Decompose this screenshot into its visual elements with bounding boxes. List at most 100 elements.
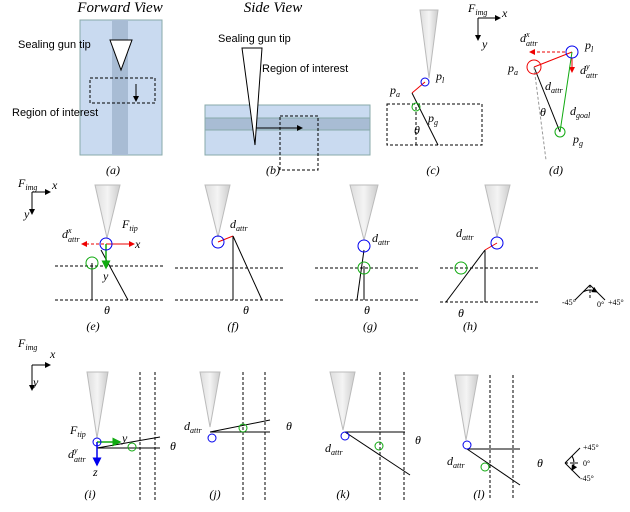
- label: θ: [170, 439, 176, 453]
- label-sub: attr: [331, 448, 343, 457]
- label: dgoal: [570, 104, 591, 120]
- labels: Forward View Sealing gun tip Region of int…: [12, 0, 624, 501]
- label: (h): [463, 319, 477, 333]
- label: y: [481, 37, 488, 51]
- label-sup: x: [525, 30, 530, 39]
- label-sub: a: [396, 90, 400, 99]
- label: +45°: [608, 298, 624, 307]
- label: dy attr: [580, 62, 598, 80]
- label: Region of interest: [262, 63, 348, 75]
- label-sup: x: [67, 226, 72, 235]
- label-base: d: [184, 419, 191, 433]
- label-base: F: [69, 423, 78, 437]
- shapes: [29, 9, 606, 500]
- label-base: p: [435, 69, 442, 83]
- label: 0°: [583, 459, 590, 468]
- label: y: [23, 207, 30, 221]
- label-base: d: [230, 217, 237, 231]
- label-sup: y: [585, 62, 590, 71]
- label: Forward View: [76, 0, 162, 16]
- label: (e): [86, 319, 99, 333]
- label: dattr: [545, 79, 563, 95]
- label-sub: img: [475, 8, 487, 17]
- label: x: [501, 6, 508, 20]
- label: (a): [106, 163, 120, 177]
- label: Fimg: [17, 176, 37, 192]
- label-base: F: [121, 217, 130, 231]
- label: dattr: [447, 454, 465, 470]
- label: dattr: [325, 441, 343, 457]
- label-sub: attr: [190, 426, 202, 435]
- label: y: [102, 269, 109, 283]
- label: θ: [243, 303, 249, 317]
- label-sub: img: [25, 183, 37, 192]
- label: 0°: [597, 300, 604, 309]
- label-sub: tip: [77, 430, 85, 439]
- label-sub: g: [434, 118, 438, 127]
- label: dx attr: [520, 30, 538, 48]
- label: Ftip: [121, 217, 138, 233]
- label: (f): [227, 319, 238, 333]
- label-sub: img: [25, 343, 37, 352]
- label: +45°: [583, 443, 599, 452]
- label: θ: [364, 303, 370, 317]
- label-base: d: [570, 104, 577, 118]
- label-base: F: [467, 1, 476, 15]
- label: Fimg: [467, 1, 487, 17]
- label-base: p: [584, 38, 591, 52]
- label: Ftip: [69, 423, 86, 439]
- label-sub: attr: [586, 71, 598, 80]
- label: Sealing gun tip: [18, 39, 91, 51]
- label: (l): [473, 487, 484, 501]
- label: Fimg: [17, 336, 37, 352]
- label: θ: [414, 123, 420, 137]
- label: x: [134, 237, 141, 251]
- label-base: d: [447, 454, 454, 468]
- label-sub: attr: [551, 86, 563, 95]
- label: (j): [209, 487, 220, 501]
- label: dattr: [372, 231, 390, 247]
- label: z: [92, 465, 98, 479]
- label: (b): [266, 163, 280, 177]
- label-base: d: [580, 63, 587, 77]
- label: Sealing gun tip: [218, 33, 291, 45]
- label-base: d: [520, 31, 527, 45]
- label: (c): [426, 163, 439, 177]
- label-sub: l: [591, 45, 594, 54]
- label-sub: l: [442, 76, 445, 85]
- label-base: d: [545, 79, 552, 93]
- label-sub: attr: [378, 238, 390, 247]
- label-sub: a: [514, 68, 518, 77]
- label: dattr: [184, 419, 202, 435]
- label: -45°: [562, 298, 576, 307]
- label: dy attr: [68, 446, 86, 464]
- label: (g): [363, 319, 377, 333]
- label: (i): [84, 487, 95, 501]
- label: θ: [104, 303, 110, 317]
- label: y: [121, 431, 128, 445]
- label: θ: [286, 419, 292, 433]
- label: x: [49, 347, 56, 361]
- label-sub: g: [579, 139, 583, 148]
- label: θ: [540, 105, 546, 119]
- label-sub: attr: [68, 235, 80, 244]
- label: pa: [507, 61, 518, 77]
- label: pg: [572, 132, 583, 148]
- label: (d): [549, 163, 563, 177]
- label: θ: [458, 306, 464, 320]
- label-base: p: [572, 132, 579, 146]
- label-sub: attr: [462, 233, 474, 242]
- label-base: F: [17, 336, 26, 350]
- label: pl: [584, 38, 594, 54]
- label-sub: attr: [74, 455, 86, 464]
- label-base: F: [17, 176, 26, 190]
- label: θ: [415, 433, 421, 447]
- label: dx attr: [62, 226, 80, 244]
- label-base: d: [372, 231, 379, 245]
- label-base: d: [325, 441, 332, 455]
- label-sub: tip: [129, 224, 137, 233]
- label: dattr: [456, 226, 474, 242]
- label: Region of interest: [12, 107, 98, 119]
- label-sup: y: [73, 446, 78, 455]
